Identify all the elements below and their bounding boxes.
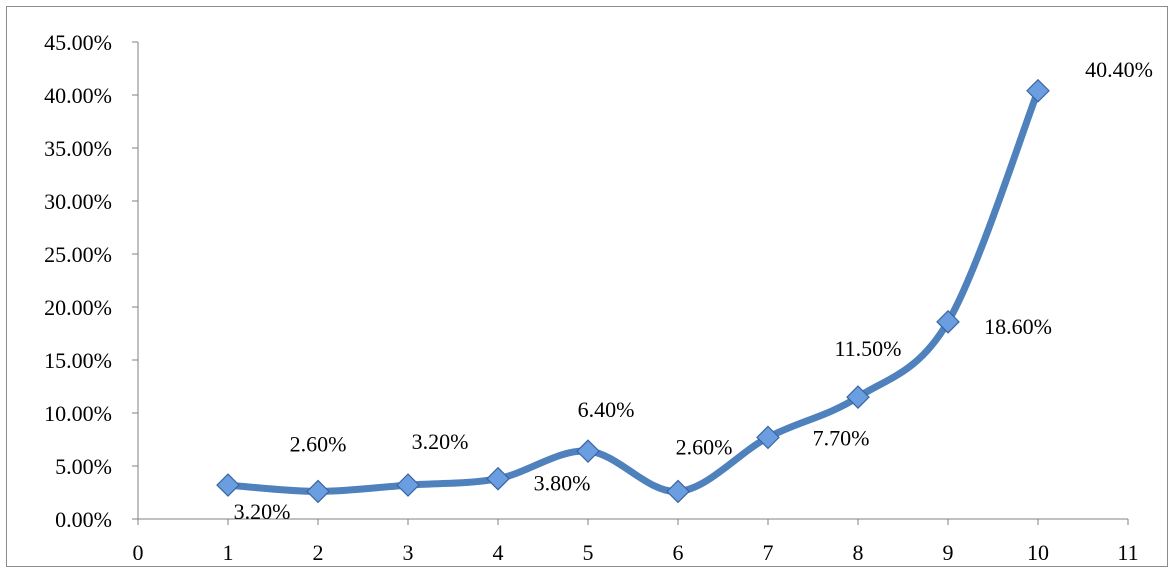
data-label: 18.60%	[984, 314, 1052, 339]
x-tick-label: 4	[493, 540, 504, 565]
data-point-marker	[846, 385, 870, 409]
y-tick-label: 10.00%	[44, 401, 112, 426]
tick-labels: 0.00% 5.00% 10.00% 15.00% 20.00% 25.00% 30.00%…	[44, 30, 1138, 565]
y-tick-label: 35.00%	[44, 136, 112, 161]
y-tick-label: 20.00%	[44, 295, 112, 320]
x-tick-label: 3	[403, 540, 414, 565]
data-label: 11.50%	[834, 336, 901, 361]
data-point-marker	[756, 425, 780, 450]
data-label: 6.40%	[578, 397, 635, 422]
y-tick-label: 0.00%	[55, 507, 112, 532]
data-point-marker	[1026, 78, 1050, 103]
data-label: 3.20%	[234, 499, 291, 524]
data-point-marker	[576, 439, 600, 464]
y-tick-label: 25.00%	[44, 242, 112, 267]
data-label: 2.60%	[290, 431, 347, 456]
series-line-path	[224, 87, 1042, 495]
x-tick-label: 7	[763, 540, 774, 565]
data-point-marker	[936, 309, 960, 334]
x-tick-label: 8	[853, 540, 864, 565]
data-label: 40.40%	[1085, 57, 1153, 82]
y-tick-label: 15.00%	[44, 348, 112, 373]
y-tick-label: 5.00%	[55, 454, 112, 479]
data-point-marker	[216, 473, 240, 497]
data-point-marker	[486, 466, 510, 491]
y-tick-label: 30.00%	[44, 189, 112, 214]
data-label: 7.70%	[813, 425, 870, 450]
x-tick-label: 1	[223, 540, 234, 565]
data-point-marker	[396, 473, 420, 497]
x-tick-label: 9	[943, 540, 954, 565]
data-label: 2.60%	[676, 434, 733, 459]
y-tick-label: 45.00%	[44, 30, 112, 55]
data-label: 3.80%	[534, 471, 591, 496]
x-tick-label: 6	[673, 540, 684, 565]
data-label: 3.20%	[412, 429, 469, 454]
y-tick-label: 40.00%	[44, 83, 112, 108]
series-markers	[216, 78, 1050, 504]
series-line	[224, 87, 1042, 495]
x-tick-label: 11	[1117, 540, 1138, 565]
x-tick-label: 10	[1027, 540, 1049, 565]
data-labels: 3.20% 2.60% 3.20% 3.80% 6.40% 2.60% 7.70% 11.50…	[234, 57, 1153, 524]
x-tick-label: 0	[133, 540, 144, 565]
data-point-marker	[306, 479, 330, 504]
data-point-marker	[666, 479, 690, 504]
chart-frame	[6, 6, 1168, 567]
axes	[132, 41, 1129, 525]
x-tick-label: 5	[583, 540, 594, 565]
x-tick-label: 2	[313, 540, 324, 565]
